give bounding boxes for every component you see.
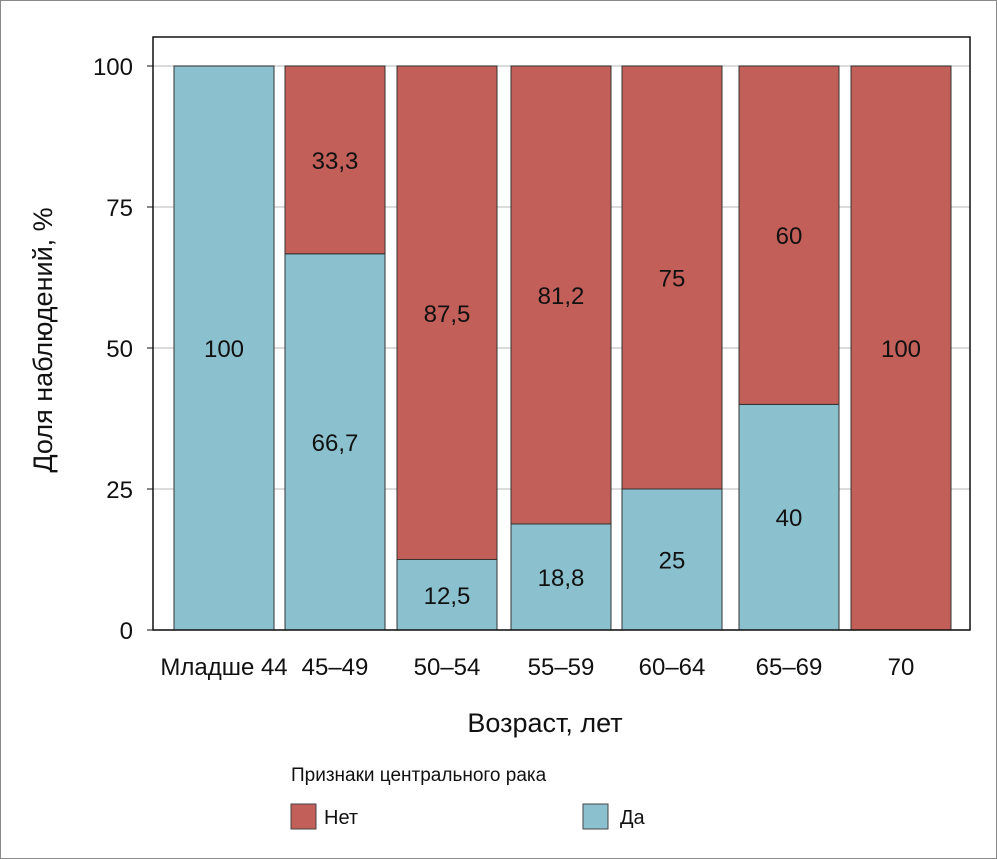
legend-swatch-da [582, 803, 609, 830]
legend: Признаки центрального рака Нет Да [290, 765, 646, 830]
bar-segment-net [738, 65, 840, 405]
bar-segment-net [621, 65, 723, 490]
data-label: 25 [659, 548, 686, 575]
x-tick-label: 45–49 [302, 654, 369, 681]
bar-segment-da [738, 403, 840, 631]
x-tick-label: 55–59 [528, 654, 595, 681]
data-label: 60 [776, 223, 803, 250]
bar-segment-net [510, 65, 612, 525]
legend-label-da: Да [620, 807, 646, 829]
x-tick-label: 70 [888, 654, 915, 681]
bar-segment-da [173, 65, 275, 631]
data-label: 81,2 [538, 283, 585, 310]
y-axis-title: Доля наблюдений, % [28, 207, 58, 472]
plot-frame [152, 36, 971, 631]
bar-segment-da [510, 523, 612, 631]
data-label: 33,3 [312, 148, 359, 175]
legend-title: Признаки центрального рака [291, 765, 547, 786]
y-tick-label: 25 [106, 477, 133, 504]
data-label: 66,7 [312, 430, 359, 457]
x-tick-label: 50–54 [414, 654, 481, 681]
bar-segment-da [396, 559, 498, 631]
data-label: 12,5 [424, 583, 471, 610]
data-label: 75 [659, 266, 686, 293]
data-label: 87,5 [424, 301, 471, 328]
bar-segment-net [284, 65, 386, 255]
x-tick-label: 65–69 [756, 654, 823, 681]
legend-swatch-net [290, 803, 317, 830]
data-label: 40 [776, 505, 803, 532]
y-tick-label: 0 [120, 618, 133, 645]
bar-segment-net [850, 65, 952, 631]
x-tick-label: 60–64 [639, 654, 706, 681]
bar-segment-net [396, 65, 498, 560]
bar-segment-da [621, 488, 723, 631]
y-tick-label: 100 [93, 54, 133, 81]
bar-segment-da [284, 253, 386, 631]
data-label: 18,8 [538, 565, 585, 592]
y-tick-label: 75 [106, 195, 133, 222]
y-tick-label: 50 [106, 336, 133, 363]
x-tick-label: Младше 44 [160, 654, 287, 681]
data-label: 100 [204, 336, 244, 363]
data-label: 100 [881, 336, 921, 363]
legend-label-net: Нет [324, 807, 358, 829]
x-axis-title: Возраст, лет [467, 708, 622, 738]
